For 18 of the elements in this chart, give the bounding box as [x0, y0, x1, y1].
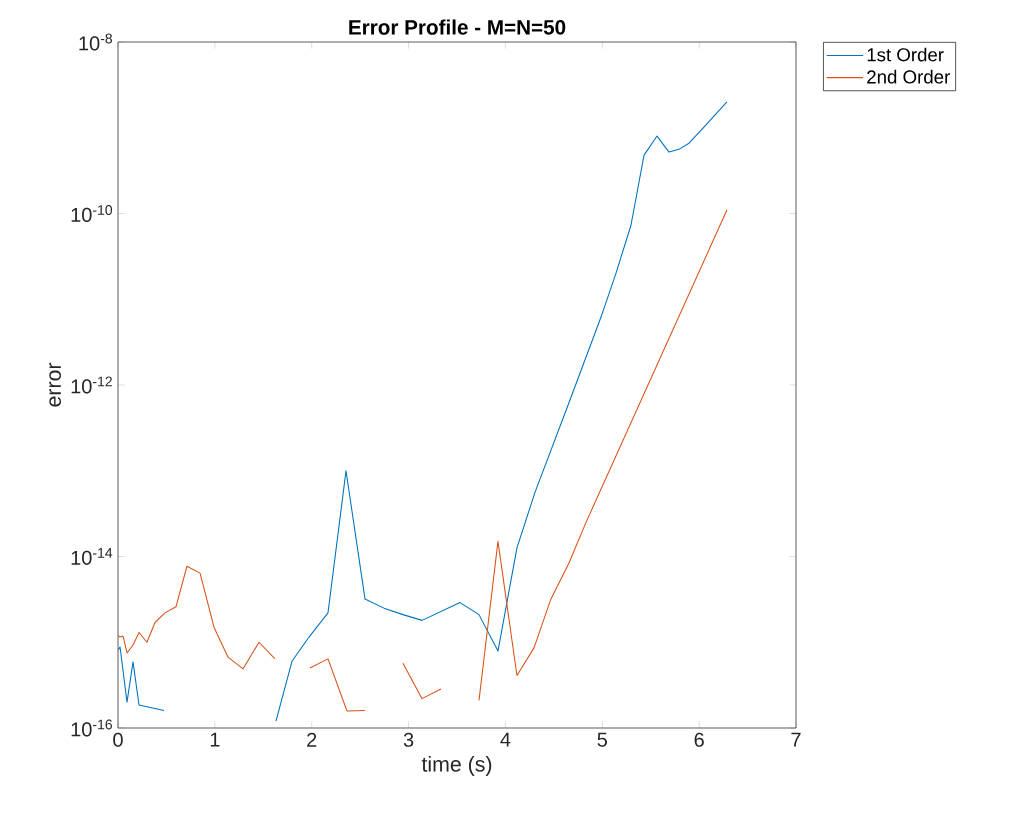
- chart-title: Error Profile - M=N=50: [349, 19, 566, 35]
- y-axis-title: error: [49, 362, 61, 407]
- x-tick-label: 3: [403, 732, 414, 747]
- y-tick-label: 10$^{-8}$: [79, 33, 113, 51]
- x-tick-label: 0: [113, 732, 123, 747]
- x-axis-title: time (s): [421, 756, 492, 776]
- x-tick-label: 5: [597, 732, 608, 747]
- x-tick-label: 2: [307, 732, 317, 747]
- y-tick-label: 10$^{-12}$: [71, 376, 112, 394]
- legend-label: 2nd Order: [867, 69, 950, 84]
- y-tick-label: 10$^{-14}$: [71, 548, 113, 565]
- legend-label: 1st Order: [867, 47, 944, 62]
- x-tick-label: 4: [500, 732, 511, 747]
- x-tick-label: 1: [210, 732, 220, 747]
- y-tick-label: 10$^{-16}$: [71, 719, 113, 737]
- x-tick-label: 6: [694, 732, 704, 747]
- x-tick-label: 7: [791, 732, 801, 747]
- y-tick-label: 10$^{-10}$: [71, 205, 113, 222]
